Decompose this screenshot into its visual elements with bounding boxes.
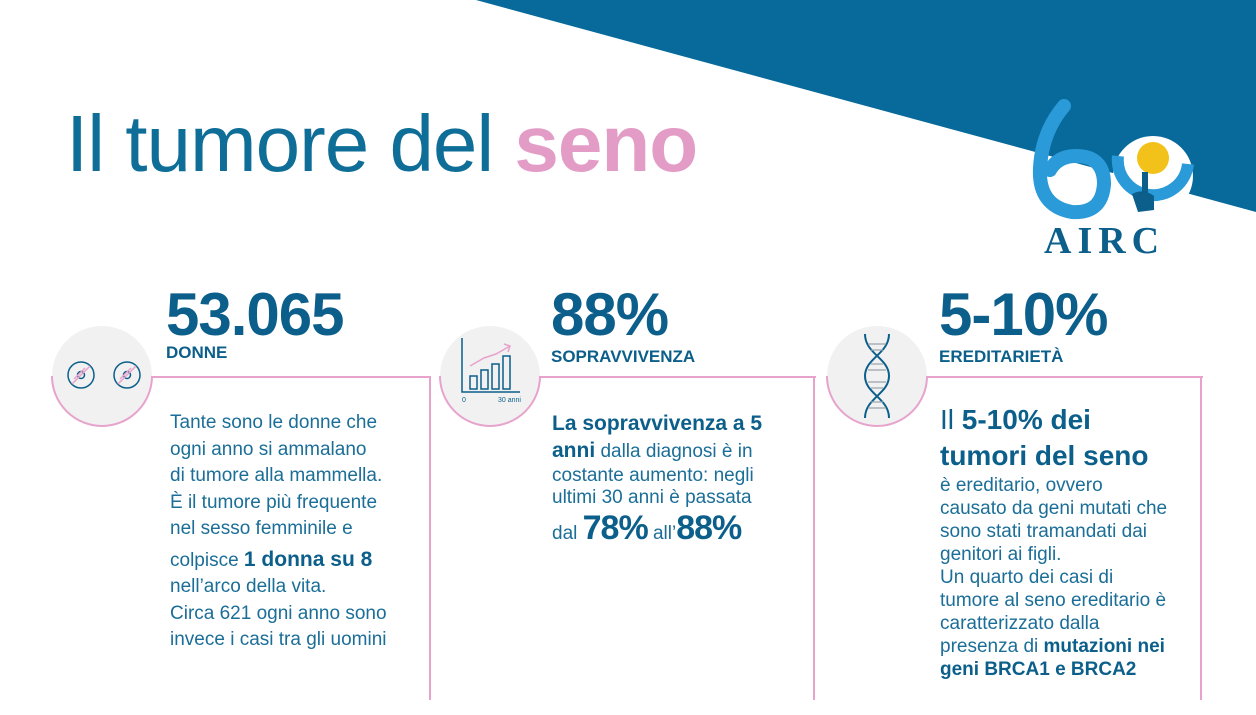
- stat-survival-value: 88%: [551, 281, 669, 348]
- text-line: Un quarto dei casi di: [940, 567, 1114, 588]
- text-line: È il tumore più frequente: [170, 491, 378, 513]
- airc-60-logo: [1032, 99, 1194, 220]
- text-line: ultimi 30 anni è passata: [552, 486, 752, 508]
- text-line: genitori ai figli.: [940, 544, 1062, 565]
- badge-arc: [51, 375, 153, 427]
- women-description: Tante sono le donne che ogni anno si amm…: [170, 410, 428, 654]
- chart-axis-start: 0: [462, 397, 466, 404]
- title-accent: seno: [514, 99, 698, 188]
- text-line: invece i casi tra gli uomini: [170, 629, 387, 650]
- from-value: 78%: [582, 508, 649, 547]
- survival-headline: La sopravvivenza a 5: [552, 412, 763, 435]
- heredity-headline-cont: tumori del seno: [940, 440, 1149, 471]
- text-line: Circa 621 ogni anno sono: [170, 602, 387, 624]
- text-line: colpisce 1 donna su 8: [170, 547, 428, 575]
- text-line: di tumore alla mammella.: [170, 465, 383, 486]
- brca-highlight-cont: geni BRCA1 e BRCA2: [940, 659, 1137, 680]
- badge-arc: [826, 375, 928, 427]
- stat-heredity-label: EREDITARIETÀ: [939, 347, 1064, 366]
- title-main: Il tumore del: [66, 99, 515, 188]
- stat-heredity-value: 5-10%: [939, 281, 1108, 348]
- page-title: Il tumore del seno: [66, 104, 698, 184]
- text-line: ogni anno si ammalano: [170, 438, 367, 460]
- women-incidence-highlight: 1 donna su 8: [243, 547, 373, 571]
- airc-brand: AIRC: [1044, 220, 1166, 262]
- text-line: costante aumento: negli: [552, 464, 754, 486]
- badge-arc: [439, 375, 541, 427]
- stat-survival-label: SOPRAVVIVENZA: [551, 347, 696, 366]
- to-prefix: all’: [647, 522, 677, 544]
- two-cells-icon: [67, 361, 141, 389]
- text-line: nell’arco della vita.: [170, 576, 327, 597]
- text-line: Tante sono le donne che: [170, 412, 378, 433]
- brca-highlight: mutazioni nei: [1043, 636, 1165, 657]
- survival-description: La sopravvivenza a 5 anni dalla diagnosi…: [552, 410, 810, 547]
- headline-prefix: Il: [940, 404, 962, 435]
- survival-icon-badge: 0 30 anni: [439, 326, 541, 427]
- dna-icon: [863, 333, 891, 419]
- to-value: 88%: [676, 508, 742, 547]
- text-line: sono stati tramandati dai: [940, 521, 1148, 542]
- text-span: dalla diagnosi è in: [595, 441, 753, 463]
- chart-axis-end: 30 anni: [498, 397, 521, 404]
- text-span: colpisce: [170, 549, 244, 571]
- text-line: caratterizzato dalla: [940, 613, 1100, 634]
- stat-women-label: DONNE: [166, 343, 228, 362]
- heredity-headline: 5-10% dei: [961, 404, 1091, 435]
- stat-women-value: 53.065: [166, 281, 345, 348]
- text-line: nel sesso femminile e: [170, 518, 353, 539]
- women-icon-badge: [51, 326, 153, 427]
- heredity-description: Il 5-10% dei tumori del seno è ereditari…: [940, 402, 1198, 681]
- survival-headline-cont: anni: [552, 439, 596, 463]
- growth-chart-icon: 0 30 anni: [461, 338, 521, 404]
- text-line: causato da geni mutati che: [940, 498, 1168, 519]
- survival-change: dal 78% all’88%: [552, 511, 810, 548]
- text-span: presenza di: [940, 636, 1044, 657]
- heredity-icon-badge: [826, 326, 928, 427]
- text-line: tumore al seno ereditario è: [940, 590, 1167, 611]
- from-prefix: dal: [552, 522, 583, 544]
- text-line: è ereditario, ovvero: [940, 475, 1103, 496]
